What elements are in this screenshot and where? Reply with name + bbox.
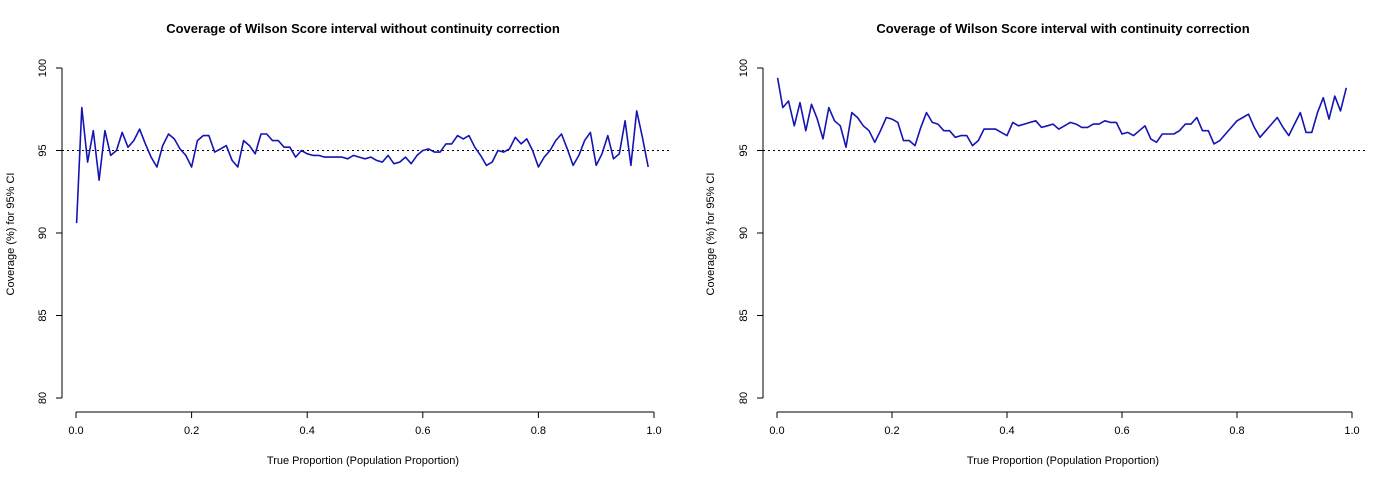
y-tick-label: 95 bbox=[37, 144, 49, 156]
series-line bbox=[776, 77, 1348, 148]
x-tick-label: 0.0 bbox=[68, 425, 83, 437]
y-tick-label: 85 bbox=[738, 309, 750, 321]
y-tick-label: 100 bbox=[738, 59, 750, 77]
coverage-series bbox=[776, 77, 1348, 148]
x-tick-label: 1.0 bbox=[1344, 425, 1359, 437]
x-tick-label: 0.0 bbox=[769, 425, 784, 437]
y-axis-label: Coverage (%) for 95% CI bbox=[5, 173, 17, 296]
y-tick-label: 95 bbox=[738, 144, 750, 156]
series-line bbox=[75, 106, 649, 224]
chart-panel-with-correction: Coverage of Wilson Score interval with c… bbox=[705, 21, 1368, 467]
x-tick-label: 0.6 bbox=[1114, 425, 1129, 437]
y-tick-label: 90 bbox=[738, 227, 750, 239]
x-tick-label: 0.8 bbox=[1229, 425, 1244, 437]
y-tick-label: 80 bbox=[738, 392, 750, 404]
x-tick-label: 0.4 bbox=[300, 425, 315, 437]
x-axis-label: True Proportion (Population Proportion) bbox=[267, 455, 459, 467]
chart-title: Coverage of Wilson Score interval with c… bbox=[876, 21, 1249, 36]
x-tick-label: 0.8 bbox=[531, 425, 546, 437]
chart-panel-without-correction: Coverage of Wilson Score interval withou… bbox=[5, 21, 670, 467]
chart-title: Coverage of Wilson Score interval withou… bbox=[166, 21, 560, 36]
x-tick-label: 0.6 bbox=[415, 425, 430, 437]
x-axis: 0.0 0.2 0.4 0.6 0.8 1.0 bbox=[68, 411, 662, 437]
y-axis: 80 85 90 95 100 bbox=[37, 59, 63, 404]
x-axis-label: True Proportion (Population Proportion) bbox=[967, 455, 1159, 467]
x-tick-label: 0.4 bbox=[999, 425, 1014, 437]
coverage-series bbox=[75, 106, 649, 224]
x-tick-label: 1.0 bbox=[646, 425, 661, 437]
x-tick-label: 0.2 bbox=[884, 425, 899, 437]
x-axis: 0.0 0.2 0.4 0.6 0.8 1.0 bbox=[769, 411, 1360, 437]
y-tick-label: 100 bbox=[37, 59, 49, 77]
y-tick-label: 85 bbox=[37, 309, 49, 321]
y-tick-label: 90 bbox=[37, 227, 49, 239]
x-tick-label: 0.2 bbox=[184, 425, 199, 437]
y-tick-label: 80 bbox=[37, 392, 49, 404]
y-axis-label: Coverage (%) for 95% CI bbox=[705, 173, 717, 296]
y-axis: 80 85 90 95 100 bbox=[738, 59, 764, 404]
